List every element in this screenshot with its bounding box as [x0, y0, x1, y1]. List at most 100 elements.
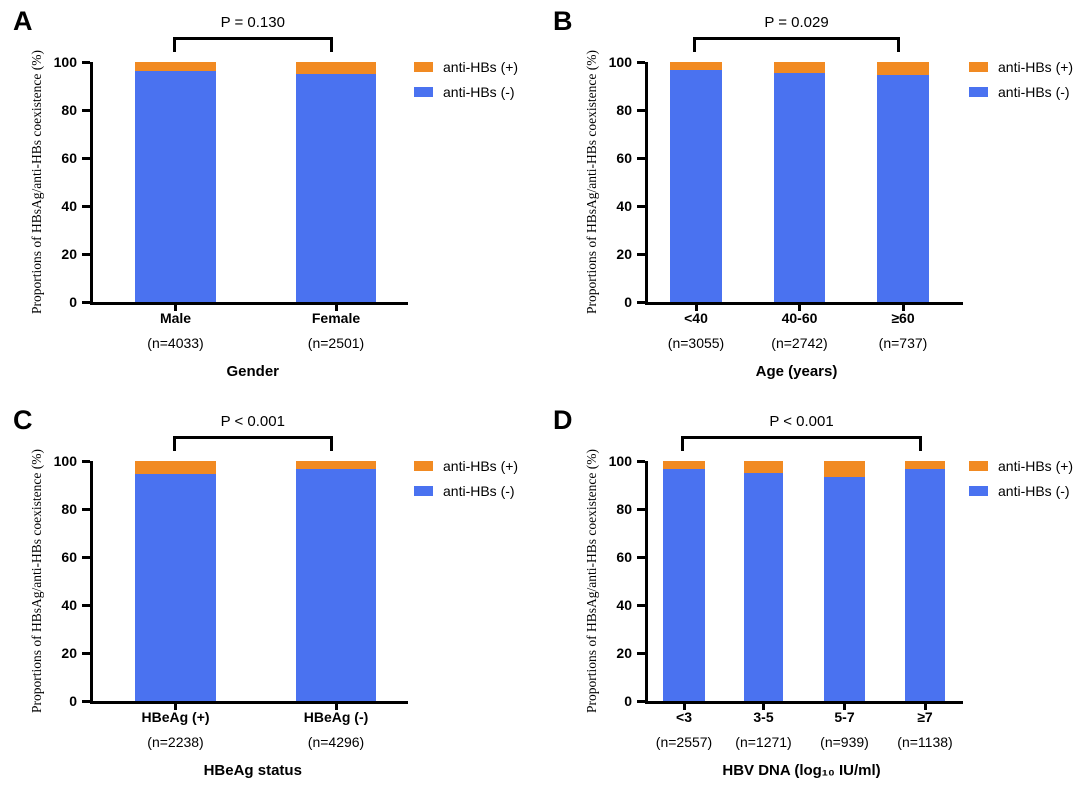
- bar-segment-anti-hbs-negative: [296, 468, 376, 701]
- legend-label: anti-HBs (+): [443, 59, 519, 75]
- stacked-bar: [905, 461, 945, 701]
- y-tick-label: 60: [61, 150, 77, 166]
- y-tick-mark: [82, 699, 90, 703]
- bracket-line: [693, 37, 900, 40]
- bar-segment-anti-hbs-positive: [824, 461, 865, 478]
- stacked-bar: [135, 62, 216, 302]
- stacked-bar: [663, 461, 705, 701]
- category-label: <3: [676, 709, 692, 725]
- bar-segment-anti-hbs-negative: [824, 477, 865, 701]
- category-label: <40: [684, 310, 708, 326]
- legend: anti-HBs (+) anti-HBs (-): [414, 459, 518, 498]
- legend-swatch-negative: [969, 486, 988, 496]
- legend: anti-HBs (+) anti-HBs (-): [969, 60, 1073, 99]
- y-tick-mark: [82, 300, 90, 304]
- sample-size-label: (n=2557): [655, 734, 713, 750]
- y-tick-label: 80: [616, 102, 632, 118]
- stacked-bar: [135, 461, 216, 701]
- x-axis-title: Gender: [226, 363, 279, 380]
- bar-segment-anti-hbs-negative: [135, 474, 216, 701]
- x-tick-mark: [923, 701, 927, 710]
- bar-segment-anti-hbs-positive: [670, 62, 722, 71]
- bracket-right-tick: [330, 37, 333, 52]
- p-value-label: P < 0.001: [769, 413, 834, 430]
- bar-segment-anti-hbs-negative: [670, 70, 722, 302]
- comparison-bracket: [172, 436, 333, 451]
- legend-item-negative: anti-HBs (-): [414, 85, 518, 99]
- legend-label: anti-HBs (+): [998, 458, 1074, 474]
- y-tick-mark: [82, 507, 90, 511]
- category-label: 3-5: [753, 709, 774, 725]
- y-tick-mark: [82, 555, 90, 559]
- x-tick-mark: [694, 302, 698, 311]
- category-label: Female: [311, 310, 361, 326]
- y-tick-label: 20: [616, 246, 632, 262]
- y-tick-mark: [82, 252, 90, 256]
- legend-label: anti-HBs (+): [998, 59, 1074, 75]
- bar-segment-anti-hbs-positive: [135, 62, 216, 71]
- category-label: 5-7: [834, 709, 855, 725]
- y-tick-mark: [637, 459, 645, 463]
- x-tick-mark: [682, 701, 686, 710]
- legend-item-negative: anti-HBs (-): [414, 484, 518, 498]
- y-tick-mark: [637, 507, 645, 511]
- bracket-line: [681, 436, 922, 439]
- y-tick-label: 100: [53, 453, 77, 469]
- y-tick-mark: [637, 603, 645, 607]
- stacked-bar: [296, 461, 376, 701]
- y-tick-mark: [637, 300, 645, 304]
- stacked-bar: [877, 62, 929, 302]
- bracket-left-tick: [172, 37, 176, 52]
- legend-swatch-negative: [414, 87, 433, 97]
- y-tick-label: 100: [53, 54, 77, 70]
- y-tick-label: 60: [616, 150, 632, 166]
- legend-swatch-negative: [414, 486, 433, 496]
- bar-segment-anti-hbs-negative: [877, 75, 929, 302]
- bar-segment-anti-hbs-negative: [135, 70, 216, 302]
- bracket-right-tick: [919, 436, 922, 451]
- bar-segment-anti-hbs-negative: [905, 469, 945, 701]
- y-tick-mark: [637, 204, 645, 208]
- panel-b-age: B P = 0.029 Proportions of HBsAg/anti-HB…: [540, 0, 1080, 399]
- y-tick-mark: [637, 108, 645, 112]
- plot-area: 0 20 40 60 80 100 Male (n=4033) Female (n=2501): [54, 54, 408, 351]
- y-tick-label: 20: [61, 645, 77, 661]
- legend-swatch-negative: [969, 87, 988, 97]
- bar-segment-anti-hbs-positive: [905, 461, 945, 470]
- plot-area: 0 20 40 60 80 100 <40 (n=3055) 40-60 (n=2742) ≥60 (…: [609, 54, 963, 351]
- sample-size-label: (n=2501): [307, 335, 365, 351]
- y-tick-label: 40: [616, 198, 632, 214]
- y-tick-label: 80: [61, 501, 77, 517]
- plot-area: 0 20 40 60 80 100 HBeAg (+) (n=2238) HBeAg (-) (n…: [54, 453, 408, 750]
- legend-label: anti-HBs (+): [443, 458, 519, 474]
- bar-segment-anti-hbs-positive: [296, 62, 376, 74]
- y-tick-label: 100: [608, 54, 632, 70]
- x-tick-mark: [334, 701, 338, 710]
- legend-item-positive: anti-HBs (+): [414, 60, 518, 74]
- bar-segment-anti-hbs-negative: [774, 73, 825, 302]
- panel-label-b: B: [553, 6, 573, 36]
- y-tick-label: 60: [616, 549, 632, 565]
- y-tick-mark: [82, 459, 90, 463]
- y-tick-mark: [637, 60, 645, 64]
- legend-item-negative: anti-HBs (-): [969, 484, 1073, 498]
- sample-size-label: (n=4296): [307, 734, 365, 750]
- y-tick-label: 40: [616, 597, 632, 613]
- p-value-label: P = 0.029: [764, 14, 829, 31]
- panel-a-gender: A P = 0.130 Proportions of HBsAg/anti-HB…: [0, 0, 540, 399]
- legend-item-positive: anti-HBs (+): [969, 459, 1073, 473]
- sample-size-label: (n=1271): [735, 734, 792, 750]
- sample-size-label: (n=737): [878, 335, 928, 351]
- legend: anti-HBs (+) anti-HBs (-): [414, 60, 518, 99]
- y-tick-label: 20: [61, 246, 77, 262]
- sample-size-label: (n=939): [820, 734, 869, 750]
- comparison-bracket: [693, 37, 900, 52]
- x-tick-mark: [174, 302, 177, 311]
- category-label: Male: [159, 310, 192, 326]
- sample-size-label: (n=3055): [667, 335, 725, 351]
- y-tick-mark: [637, 252, 645, 256]
- legend-swatch-positive: [969, 62, 988, 72]
- y-tick-label: 40: [61, 198, 77, 214]
- y-tick-label: 80: [616, 501, 632, 517]
